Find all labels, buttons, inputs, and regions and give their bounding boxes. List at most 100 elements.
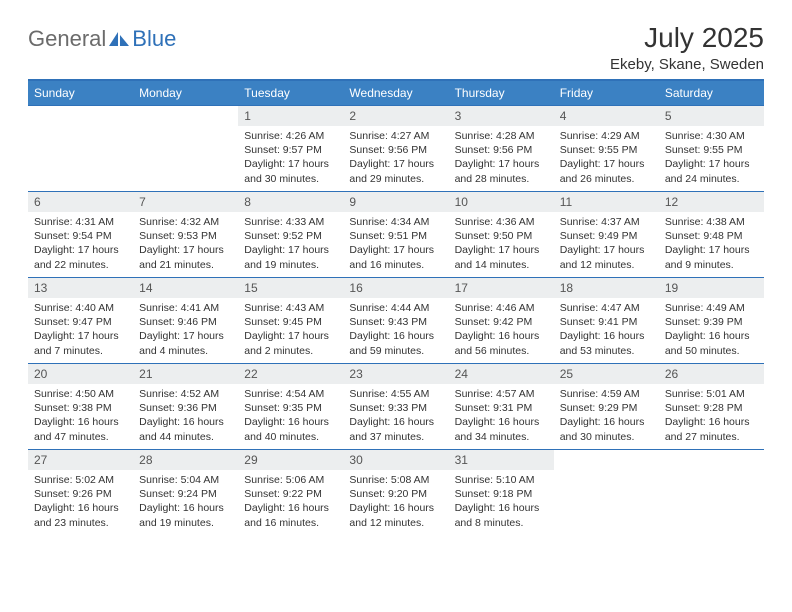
day-details: Sunrise: 4:46 AMSunset: 9:42 PMDaylight:… [449, 298, 554, 362]
day-details: Sunrise: 4:32 AMSunset: 9:53 PMDaylight:… [133, 212, 238, 276]
calendar-day-cell: 25Sunrise: 4:59 AMSunset: 9:29 PMDayligh… [554, 364, 659, 450]
day-number: 18 [554, 278, 659, 298]
calendar-body: 1Sunrise: 4:26 AMSunset: 9:57 PMDaylight… [28, 106, 764, 536]
calendar-day-cell: 2Sunrise: 4:27 AMSunset: 9:56 PMDaylight… [343, 106, 448, 192]
calendar-day-cell: 22Sunrise: 4:54 AMSunset: 9:35 PMDayligh… [238, 364, 343, 450]
day-number: 31 [449, 450, 554, 470]
weekday-header: Saturday [659, 80, 764, 106]
day-number: 8 [238, 192, 343, 212]
logo: General Blue [28, 22, 176, 52]
day-details: Sunrise: 4:54 AMSunset: 9:35 PMDaylight:… [238, 384, 343, 448]
weekday-header: Thursday [449, 80, 554, 106]
calendar-day-cell: 26Sunrise: 5:01 AMSunset: 9:28 PMDayligh… [659, 364, 764, 450]
day-details: Sunrise: 4:52 AMSunset: 9:36 PMDaylight:… [133, 384, 238, 448]
weekday-header: Wednesday [343, 80, 448, 106]
calendar-day-cell: 13Sunrise: 4:40 AMSunset: 9:47 PMDayligh… [28, 278, 133, 364]
day-number: 6 [28, 192, 133, 212]
weekday-header-row: Sunday Monday Tuesday Wednesday Thursday… [28, 80, 764, 106]
calendar-week-row: 13Sunrise: 4:40 AMSunset: 9:47 PMDayligh… [28, 278, 764, 364]
weekday-header: Sunday [28, 80, 133, 106]
day-number: 14 [133, 278, 238, 298]
calendar-page: General Blue July 2025 Ekeby, Skane, Swe… [0, 0, 792, 536]
calendar-day-cell: 4Sunrise: 4:29 AMSunset: 9:55 PMDaylight… [554, 106, 659, 192]
calendar-day-cell: 12Sunrise: 4:38 AMSunset: 9:48 PMDayligh… [659, 192, 764, 278]
calendar-day-cell: 28Sunrise: 5:04 AMSunset: 9:24 PMDayligh… [133, 450, 238, 536]
calendar-day-cell: 16Sunrise: 4:44 AMSunset: 9:43 PMDayligh… [343, 278, 448, 364]
calendar-day-cell [133, 106, 238, 192]
calendar-week-row: 6Sunrise: 4:31 AMSunset: 9:54 PMDaylight… [28, 192, 764, 278]
calendar-day-cell: 23Sunrise: 4:55 AMSunset: 9:33 PMDayligh… [343, 364, 448, 450]
calendar-day-cell: 15Sunrise: 4:43 AMSunset: 9:45 PMDayligh… [238, 278, 343, 364]
calendar-day-cell: 27Sunrise: 5:02 AMSunset: 9:26 PMDayligh… [28, 450, 133, 536]
day-details: Sunrise: 4:43 AMSunset: 9:45 PMDaylight:… [238, 298, 343, 362]
day-details: Sunrise: 4:27 AMSunset: 9:56 PMDaylight:… [343, 126, 448, 190]
calendar-day-cell: 29Sunrise: 5:06 AMSunset: 9:22 PMDayligh… [238, 450, 343, 536]
day-details: Sunrise: 5:06 AMSunset: 9:22 PMDaylight:… [238, 470, 343, 534]
day-details: Sunrise: 4:50 AMSunset: 9:38 PMDaylight:… [28, 384, 133, 448]
calendar-day-cell: 21Sunrise: 4:52 AMSunset: 9:36 PMDayligh… [133, 364, 238, 450]
day-number: 17 [449, 278, 554, 298]
day-number: 21 [133, 364, 238, 384]
day-number: 10 [449, 192, 554, 212]
calendar-day-cell: 9Sunrise: 4:34 AMSunset: 9:51 PMDaylight… [343, 192, 448, 278]
day-number: 25 [554, 364, 659, 384]
calendar-day-cell: 11Sunrise: 4:37 AMSunset: 9:49 PMDayligh… [554, 192, 659, 278]
calendar-week-row: 27Sunrise: 5:02 AMSunset: 9:26 PMDayligh… [28, 450, 764, 536]
day-number: 26 [659, 364, 764, 384]
day-number: 2 [343, 106, 448, 126]
location-text: Ekeby, Skane, Sweden [610, 56, 764, 73]
calendar-day-cell [554, 450, 659, 536]
calendar-day-cell [659, 450, 764, 536]
day-details: Sunrise: 4:26 AMSunset: 9:57 PMDaylight:… [238, 126, 343, 190]
calendar-day-cell: 1Sunrise: 4:26 AMSunset: 9:57 PMDaylight… [238, 106, 343, 192]
logo-text-blue: Blue [132, 26, 176, 52]
day-number: 24 [449, 364, 554, 384]
calendar-day-cell: 17Sunrise: 4:46 AMSunset: 9:42 PMDayligh… [449, 278, 554, 364]
day-number: 1 [238, 106, 343, 126]
day-details: Sunrise: 4:57 AMSunset: 9:31 PMDaylight:… [449, 384, 554, 448]
day-details: Sunrise: 4:37 AMSunset: 9:49 PMDaylight:… [554, 212, 659, 276]
calendar-day-cell: 10Sunrise: 4:36 AMSunset: 9:50 PMDayligh… [449, 192, 554, 278]
calendar-day-cell: 31Sunrise: 5:10 AMSunset: 9:18 PMDayligh… [449, 450, 554, 536]
day-details: Sunrise: 5:02 AMSunset: 9:26 PMDaylight:… [28, 470, 133, 534]
day-number: 4 [554, 106, 659, 126]
calendar-week-row: 1Sunrise: 4:26 AMSunset: 9:57 PMDaylight… [28, 106, 764, 192]
day-number: 12 [659, 192, 764, 212]
day-number: 5 [659, 106, 764, 126]
day-number: 7 [133, 192, 238, 212]
day-details: Sunrise: 4:34 AMSunset: 9:51 PMDaylight:… [343, 212, 448, 276]
day-details: Sunrise: 4:59 AMSunset: 9:29 PMDaylight:… [554, 384, 659, 448]
day-details: Sunrise: 4:33 AMSunset: 9:52 PMDaylight:… [238, 212, 343, 276]
calendar-day-cell [28, 106, 133, 192]
day-details: Sunrise: 4:31 AMSunset: 9:54 PMDaylight:… [28, 212, 133, 276]
month-title: July 2025 [610, 22, 764, 54]
day-number: 28 [133, 450, 238, 470]
calendar-day-cell: 5Sunrise: 4:30 AMSunset: 9:55 PMDaylight… [659, 106, 764, 192]
weekday-header: Tuesday [238, 80, 343, 106]
day-number: 23 [343, 364, 448, 384]
calendar-day-cell: 3Sunrise: 4:28 AMSunset: 9:56 PMDaylight… [449, 106, 554, 192]
day-number: 13 [28, 278, 133, 298]
day-details: Sunrise: 4:30 AMSunset: 9:55 PMDaylight:… [659, 126, 764, 190]
day-number: 30 [343, 450, 448, 470]
day-details: Sunrise: 5:10 AMSunset: 9:18 PMDaylight:… [449, 470, 554, 534]
calendar-day-cell: 19Sunrise: 4:49 AMSunset: 9:39 PMDayligh… [659, 278, 764, 364]
day-details: Sunrise: 5:04 AMSunset: 9:24 PMDaylight:… [133, 470, 238, 534]
day-number: 22 [238, 364, 343, 384]
day-number: 20 [28, 364, 133, 384]
day-number: 29 [238, 450, 343, 470]
day-details: Sunrise: 4:41 AMSunset: 9:46 PMDaylight:… [133, 298, 238, 362]
day-number: 3 [449, 106, 554, 126]
day-number: 15 [238, 278, 343, 298]
calendar-table: Sunday Monday Tuesday Wednesday Thursday… [28, 79, 764, 536]
calendar-day-cell: 8Sunrise: 4:33 AMSunset: 9:52 PMDaylight… [238, 192, 343, 278]
day-details: Sunrise: 4:44 AMSunset: 9:43 PMDaylight:… [343, 298, 448, 362]
day-details: Sunrise: 4:36 AMSunset: 9:50 PMDaylight:… [449, 212, 554, 276]
day-number: 11 [554, 192, 659, 212]
calendar-day-cell: 7Sunrise: 4:32 AMSunset: 9:53 PMDaylight… [133, 192, 238, 278]
calendar-day-cell: 6Sunrise: 4:31 AMSunset: 9:54 PMDaylight… [28, 192, 133, 278]
day-details: Sunrise: 5:01 AMSunset: 9:28 PMDaylight:… [659, 384, 764, 448]
weekday-header: Friday [554, 80, 659, 106]
day-details: Sunrise: 5:08 AMSunset: 9:20 PMDaylight:… [343, 470, 448, 534]
day-details: Sunrise: 4:55 AMSunset: 9:33 PMDaylight:… [343, 384, 448, 448]
